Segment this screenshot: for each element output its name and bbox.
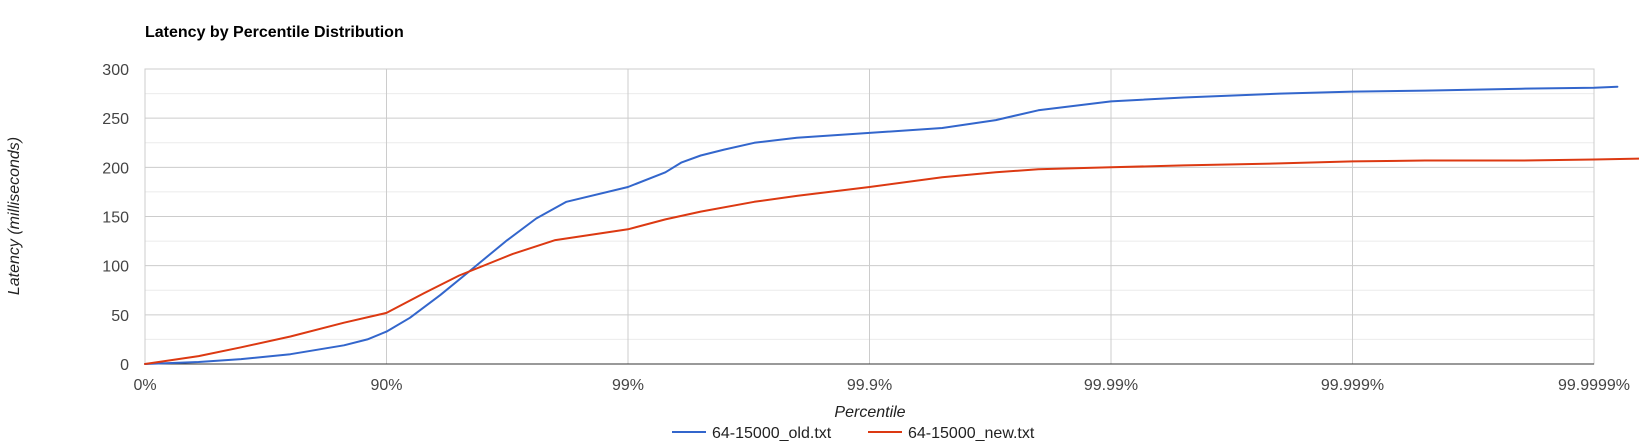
legend-item[interactable]: 64-15000_old.txt [672,425,832,442]
x-tick-label: 90% [370,377,402,394]
x-axis-ticks: 0% 90% 99% 99.9% 99.99% 99.999% 99.9999% [133,377,1630,394]
legend-label: 64-15000_new.txt [908,425,1035,442]
x-tick-label: 0% [133,377,156,394]
y-tick-label: 100 [102,259,129,276]
chart-title: Latency by Percentile Distribution [145,24,404,41]
series-line[interactable] [144,85,1619,365]
x-axis-title: Percentile [834,404,905,421]
y-axis-title: Latency (milliseconds) [6,137,23,295]
series-line[interactable] [144,157,1639,365]
y-axis-ticks: 0 50 100 150 200 250 300 [102,62,129,374]
y-tick-label: 300 [102,62,129,79]
y-tick-label: 50 [111,308,129,325]
x-tick-label: 99.99% [1084,377,1138,394]
x-tick-label: 99.9% [847,377,892,394]
major-gridlines [145,69,1594,364]
legend-item[interactable]: 64-15000_new.txt [868,425,1035,442]
x-tick-label: 99% [612,377,644,394]
legend[interactable]: 64-15000_old.txt 64-15000_new.txt [672,425,1035,442]
x-tick-label: 99.999% [1321,377,1384,394]
x-tick-label: 99.9999% [1558,377,1630,394]
y-tick-label: 0 [120,357,129,374]
y-tick-label: 250 [102,111,129,128]
y-tick-label: 200 [102,160,129,177]
series-layer [144,85,1639,365]
y-tick-label: 150 [102,210,129,227]
legend-label: 64-15000_old.txt [712,425,832,442]
